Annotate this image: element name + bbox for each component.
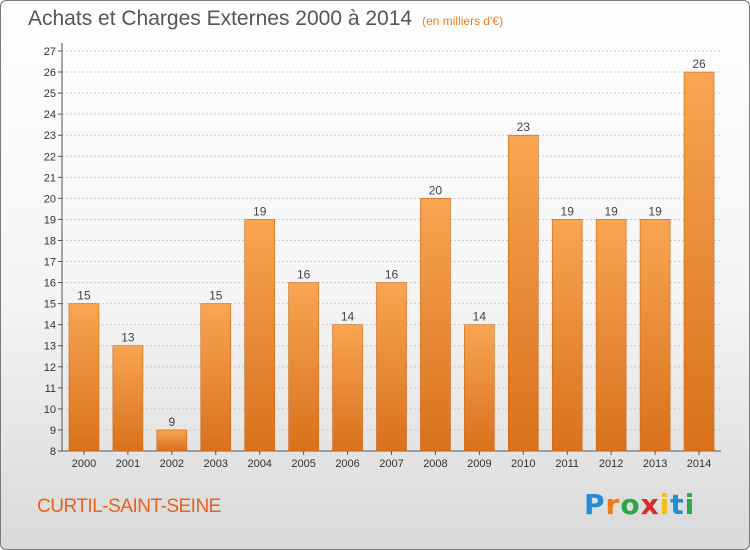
y-tick-label: 20 xyxy=(44,193,56,205)
data-label: 19 xyxy=(561,204,575,218)
x-tick-label: 2003 xyxy=(204,458,228,470)
x-tick-label: 2005 xyxy=(291,458,315,470)
y-tick-label: 14 xyxy=(44,320,56,332)
data-label: 13 xyxy=(121,331,135,345)
y-tick-label: 24 xyxy=(44,109,56,121)
logo-letter: P xyxy=(584,488,606,521)
x-tick-label: 2004 xyxy=(247,458,271,470)
data-label: 23 xyxy=(517,120,531,134)
logo-letter: o xyxy=(620,488,641,521)
x-tick-label: 2010 xyxy=(511,458,535,470)
bar xyxy=(595,219,627,452)
data-label: 15 xyxy=(209,289,223,303)
bar xyxy=(420,198,451,452)
bar xyxy=(551,219,583,452)
data-label: 15 xyxy=(77,289,91,303)
y-tick-label: 16 xyxy=(44,278,56,290)
data-label: 14 xyxy=(341,310,355,324)
data-label: 20 xyxy=(429,183,443,197)
x-tick-label: 2009 xyxy=(467,458,491,470)
data-label: 26 xyxy=(692,57,706,71)
bar xyxy=(332,324,363,452)
x-tick-label: 2013 xyxy=(643,458,667,470)
y-tick-label: 17 xyxy=(44,257,56,269)
proxiti-logo: Proxiti xyxy=(584,488,695,521)
x-tick-label: 2001 xyxy=(116,458,140,470)
y-tick-label: 21 xyxy=(44,172,56,184)
data-label: 14 xyxy=(473,310,487,324)
y-tick-label: 18 xyxy=(44,235,56,247)
y-tick-label: 15 xyxy=(44,299,56,311)
bar xyxy=(200,303,232,452)
x-tick-label: 2011 xyxy=(555,458,579,470)
data-label: 9 xyxy=(168,415,175,429)
x-tick-label: 2007 xyxy=(379,458,403,470)
y-tick-label: 11 xyxy=(45,383,56,395)
bar xyxy=(639,219,671,452)
bar xyxy=(288,282,319,452)
data-label: 16 xyxy=(385,268,399,282)
data-label: 19 xyxy=(604,204,618,218)
bar xyxy=(376,282,407,452)
y-tick-label: 22 xyxy=(44,151,56,163)
y-tick-label: 12 xyxy=(44,362,56,374)
y-tick-label: 9 xyxy=(50,425,56,437)
logo-letter: i xyxy=(684,488,696,521)
chart-title: Achats et Charges Externes 2000 à 2014 xyxy=(28,7,413,30)
chart-unit: (en milliers d'€) xyxy=(422,14,504,28)
x-tick-label: 2006 xyxy=(335,458,359,470)
y-tick-label: 26 xyxy=(44,67,56,79)
data-label: 16 xyxy=(297,268,311,282)
y-tick-label: 25 xyxy=(44,88,56,100)
bar xyxy=(464,324,495,452)
y-tick-label: 8 xyxy=(50,446,56,458)
logo-letter: i xyxy=(659,488,671,521)
x-tick-label: 2000 xyxy=(72,458,96,470)
logo-letter: r xyxy=(605,488,621,521)
y-tick-label: 23 xyxy=(44,130,56,142)
bar xyxy=(68,303,100,452)
chart-title-group: Achats et Charges Externes 2000 à 2014 (e… xyxy=(28,7,503,31)
bar xyxy=(683,71,715,452)
y-tick-label: 10 xyxy=(44,404,56,416)
x-tick-label: 2014 xyxy=(687,458,711,470)
x-tick-label: 2012 xyxy=(599,458,623,470)
logo-letter: x xyxy=(640,488,660,521)
logo-letter: t xyxy=(670,488,685,521)
data-label: 19 xyxy=(648,204,662,218)
y-tick-label: 19 xyxy=(44,214,56,226)
y-tick-label: 13 xyxy=(44,341,56,353)
bar xyxy=(112,345,144,452)
y-tick-label: 27 xyxy=(44,46,56,58)
bar xyxy=(156,429,188,452)
x-tick-label: 2008 xyxy=(423,458,447,470)
commune-name: CURTIL-SAINT-SEINE xyxy=(37,496,221,517)
bar xyxy=(507,134,539,452)
data-label: 19 xyxy=(253,204,267,218)
x-tick-label: 2002 xyxy=(160,458,184,470)
bar xyxy=(244,219,275,452)
